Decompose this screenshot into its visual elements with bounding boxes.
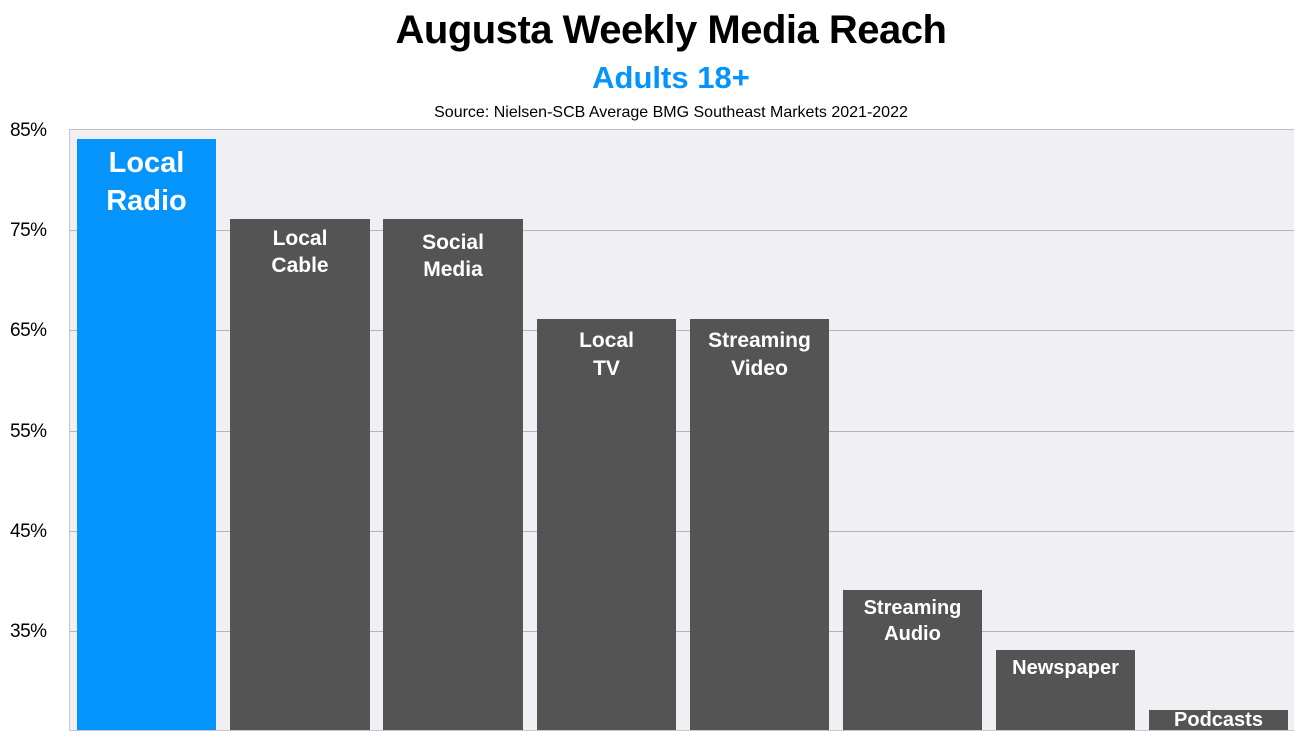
- gridline-45: [70, 531, 1294, 532]
- y-tick-55: 55%: [10, 421, 47, 442]
- chart-source: Source: Nielsen-SCB Average BMG Southeas…: [434, 104, 908, 121]
- gridline-35: [70, 631, 1294, 632]
- chart-subtitle: Adults 18+: [592, 60, 750, 95]
- chart-title: Augusta Weekly Media Reach: [395, 8, 947, 52]
- bar-label: Newspaper: [1012, 656, 1119, 679]
- gridline-75: [70, 230, 1294, 231]
- bar-local-cable: Local Cable: [230, 219, 370, 730]
- bar-newspaper: Newspaper: [996, 649, 1135, 730]
- bar-streaming-video: Streaming Video: [690, 319, 829, 730]
- y-tick-75: 75%: [10, 220, 47, 241]
- y-tick-65: 65%: [10, 320, 47, 341]
- bar-label: Local Radio: [106, 147, 187, 217]
- plot-area: Local Radio Local Cable Social Media Loc…: [69, 129, 1294, 731]
- bar-label: Local Cable: [271, 227, 329, 278]
- bar-label: Streaming Video: [708, 329, 811, 380]
- bar-label: Local TV: [579, 329, 634, 380]
- bar-streaming-audio: Streaming Audio: [843, 589, 982, 730]
- bar-podcasts: Podcasts: [1149, 708, 1288, 731]
- bar-label: Podcasts: [1174, 708, 1263, 731]
- gridline-65: [70, 330, 1294, 331]
- y-tick-35: 35%: [10, 621, 47, 642]
- y-tick-45: 45%: [10, 521, 47, 542]
- gridline-55: [70, 431, 1294, 432]
- bar-local-tv: Local TV: [537, 319, 676, 730]
- bar-social-media: Social Media: [383, 219, 523, 730]
- bar-label: Social Media: [422, 231, 484, 282]
- bar-label: Streaming Audio: [863, 596, 962, 645]
- y-tick-85: 85%: [10, 120, 47, 141]
- bar-local-radio: Local Radio: [77, 139, 216, 730]
